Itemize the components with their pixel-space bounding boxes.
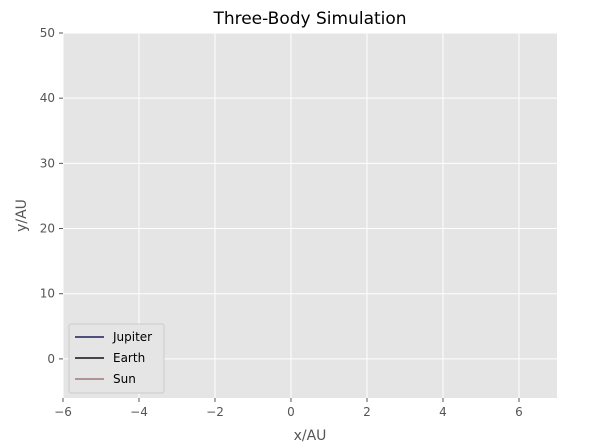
x-tick-label: 4 — [439, 405, 447, 419]
x-tick-label: −6 — [54, 405, 72, 419]
legend-label: Jupiter — [112, 330, 152, 344]
legend-label: Sun — [113, 372, 136, 386]
x-axis-label: x/AU — [294, 428, 327, 444]
chart-title: Three-Body Simulation — [212, 9, 406, 29]
y-tick-label: 30 — [40, 156, 55, 170]
legend-item-jupiter: Jupiter — [75, 330, 152, 344]
legend-item-earth: Earth — [75, 351, 145, 365]
x-tick-label: 0 — [287, 405, 295, 419]
legend-items: Jupiter Earth Sun — [75, 330, 152, 386]
y-axis-label: y/AU — [14, 199, 30, 232]
y-tick-label: 50 — [40, 26, 55, 40]
legend-item-sun: Sun — [75, 372, 136, 386]
x-tick-labels: −6 −4 −2 0 2 4 6 — [54, 398, 523, 419]
y-tick-label: 40 — [40, 91, 55, 105]
y-tick-label: 20 — [40, 222, 55, 236]
legend-box — [68, 323, 165, 394]
y-tick-labels: 0 10 20 30 40 50 — [40, 26, 63, 366]
y-tick-label: 10 — [40, 287, 55, 301]
x-tick-label: −4 — [130, 405, 148, 419]
x-tick-label: 6 — [515, 405, 523, 419]
y-tick-label: 0 — [47, 352, 55, 366]
x-tick-label: 2 — [363, 405, 371, 419]
legend: Jupiter Earth Sun — [68, 323, 165, 394]
x-tick-label: −2 — [206, 405, 224, 419]
legend-label: Earth — [113, 351, 145, 365]
